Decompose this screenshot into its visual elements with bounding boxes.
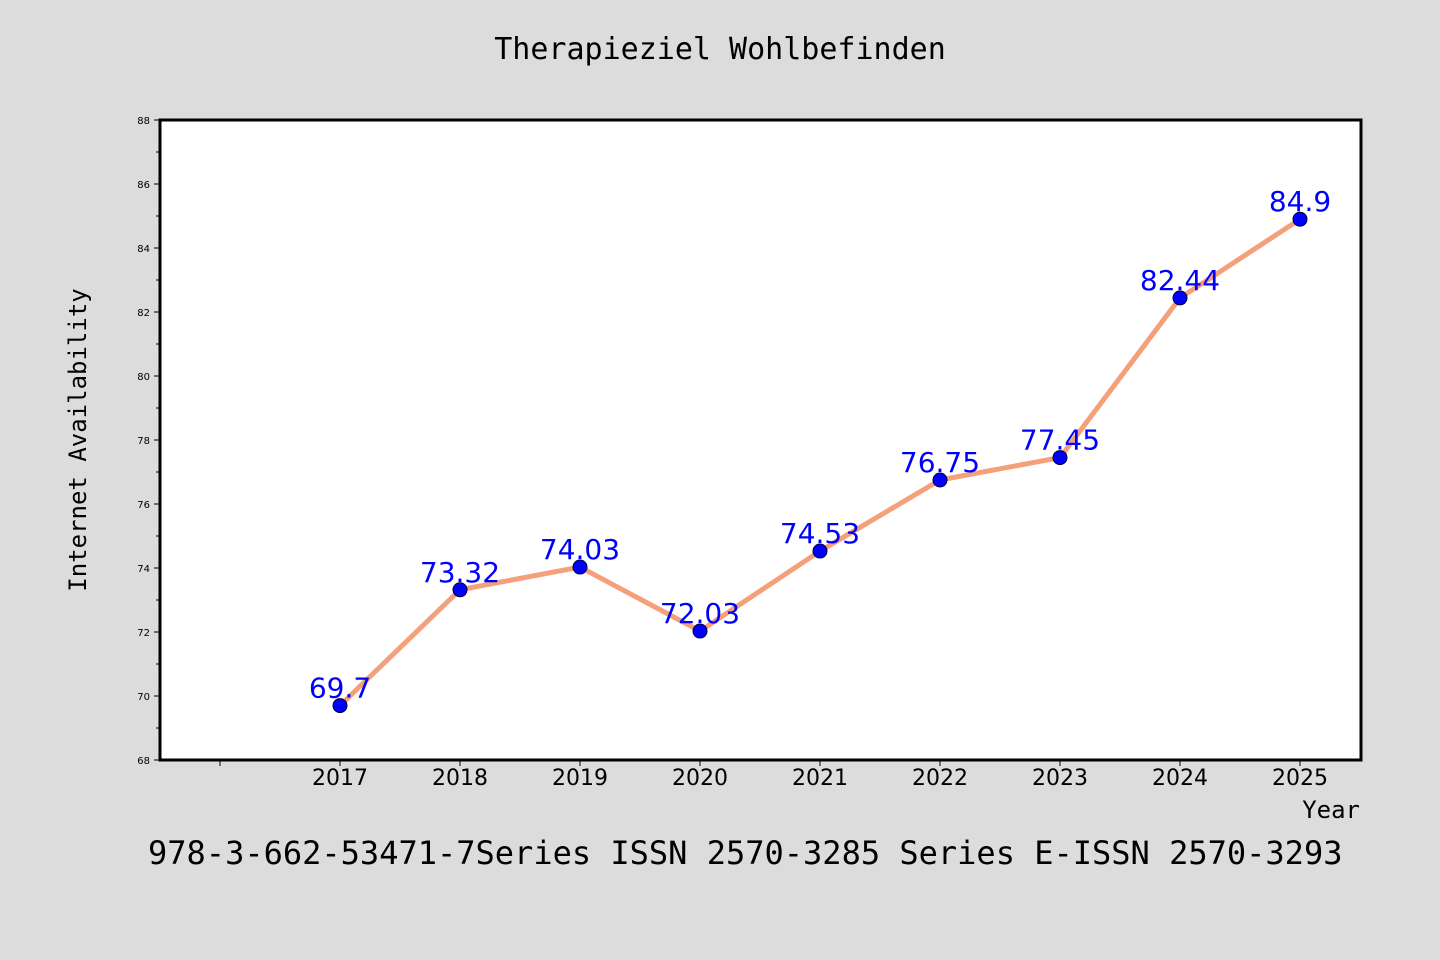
data-point [1172, 290, 1188, 306]
x-axis-label: Year [1302, 796, 1360, 824]
data-label: 76.75 [900, 446, 980, 479]
x-tick-label: 2023 [1032, 766, 1088, 791]
data-label: 84.9 [1269, 185, 1331, 218]
x-tick-label: 2018 [432, 766, 488, 791]
y-tick-label: 82 [137, 308, 150, 319]
y-tick-label: 74 [137, 564, 150, 575]
data-label: 82.44 [1140, 264, 1220, 297]
y-tick-label: 88 [137, 116, 150, 127]
data-point [692, 623, 708, 639]
footnote: 978-3-662-53471-7Series ISSN 2570-3285 S… [148, 834, 1343, 872]
x-tick-label: 2017 [312, 766, 368, 791]
plot-frame [158, 118, 1363, 762]
data-label: 74.53 [780, 517, 860, 550]
data-point [332, 698, 348, 714]
y-tick-label: 78 [137, 436, 150, 447]
data-point [1292, 211, 1308, 227]
data-label: 72.03 [660, 597, 740, 630]
y-tick-label: 76 [137, 500, 150, 511]
data-label: 77.45 [1020, 424, 1100, 457]
data-point [452, 582, 468, 598]
data-label: 69.7 [309, 672, 371, 705]
y-tick-label: 84 [137, 244, 150, 255]
data-point [932, 472, 948, 488]
data-label: 74.03 [540, 533, 620, 566]
x-tick-label: 2019 [552, 766, 608, 791]
x-tick-label: 2020 [672, 766, 728, 791]
data-point [1052, 450, 1068, 466]
y-tick-label: 72 [137, 628, 150, 639]
x-tick-label: 2025 [1272, 766, 1328, 791]
chart-title: Therapieziel Wohlbefinden [494, 32, 946, 67]
x-tick-label: 2021 [792, 766, 848, 791]
y-tick-label: 70 [137, 692, 150, 703]
data-point [572, 559, 588, 575]
data-point [812, 543, 828, 559]
y-tick-label: 86 [137, 180, 150, 191]
y-tick-label: 80 [137, 372, 150, 383]
x-tick-label: 2024 [1152, 766, 1208, 791]
x-tick-label: 2022 [912, 766, 968, 791]
y-tick-label: 68 [137, 756, 150, 767]
data-label: 73.32 [420, 556, 500, 589]
